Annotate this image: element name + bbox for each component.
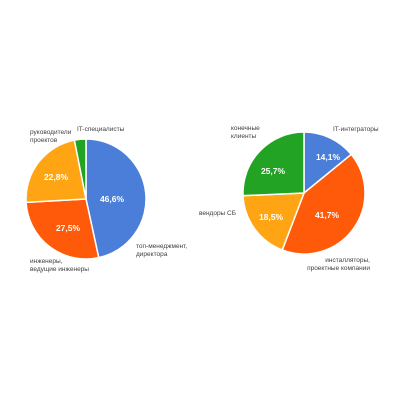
pie-slice [281, 153, 366, 255]
slice-value-label: 14,1% [316, 152, 341, 162]
slice-category-label: вендоры СБ [199, 210, 236, 217]
slice-value-label: 41,7% [315, 210, 340, 220]
slice-category-label: инсталляторы, [325, 257, 370, 264]
slice-category-label: проектов [30, 137, 58, 144]
slice-value-label: 27,5% [56, 223, 81, 233]
pie-slice [25, 139, 87, 204]
pie-slice [73, 138, 87, 200]
pie-slice [242, 192, 306, 251]
pie-chart-left: 46,6% 27,5% 22,8% топ-менеджмент,директора и… [25, 126, 187, 273]
slice-value-label: 25,7% [261, 166, 286, 176]
pie-chart-right: 14,1% 41,7% 18,5% 25,7% IT-интеграторы инстал… [199, 125, 379, 272]
slice-value-label: 18,5% [259, 212, 284, 222]
slice-category-label: ведущие инженеры [30, 266, 89, 273]
slice-category-label: клиенты [231, 133, 257, 140]
pie-slice [85, 138, 147, 259]
pie-slice [303, 131, 353, 195]
slice-category-label: топ-менеджмент, [136, 243, 187, 250]
slice-category-label: директора [136, 251, 168, 258]
slice-category-label: конечные [231, 125, 260, 132]
slice-category-label: IT-специалисты [77, 126, 125, 133]
slice-value-label: 46,6% [100, 194, 125, 204]
slice-category-label: инженеры, [30, 258, 63, 265]
slice-category-label: проектные компании [307, 265, 370, 272]
slice-category-label: руководители [30, 129, 72, 136]
slice-category-label: IT-интеграторы [333, 126, 379, 133]
pie-slice [25, 198, 100, 260]
slice-value-label: 22,8% [44, 172, 69, 182]
pie-slice [242, 131, 305, 197]
